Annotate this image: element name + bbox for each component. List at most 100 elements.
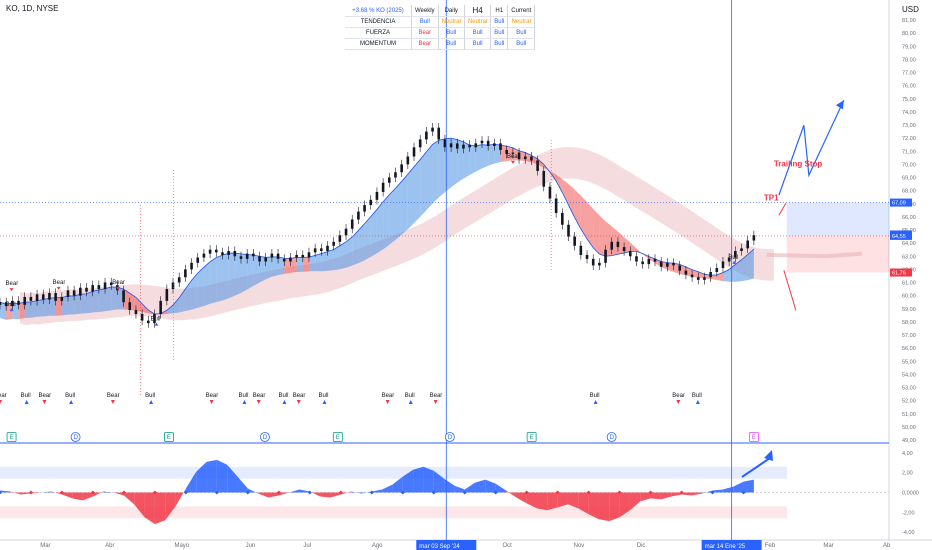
osc-area-segment	[103, 491, 114, 493]
trend-ribbon-segment	[203, 261, 211, 306]
trend-ribbon-segment	[376, 201, 384, 254]
trend-ribbon-segment	[475, 144, 482, 172]
trend-ribbon-segment	[308, 255, 316, 272]
candle-body	[320, 248, 323, 251]
trend-ribbon-segment	[105, 286, 112, 312]
trend-ribbon-segment	[735, 259, 742, 282]
trend-ribbon-segment	[67, 295, 75, 315]
signal-arrow	[116, 286, 121, 290]
candle-body	[41, 294, 45, 300]
trend-ribbon-segment	[562, 179, 569, 206]
trend-ribbon-segment	[389, 188, 396, 245]
candle-body	[690, 274, 694, 278]
target-zone-box	[786, 202, 889, 236]
candle-body	[252, 253, 255, 257]
osc-area-segment	[444, 478, 455, 493]
osc-area-segment	[402, 469, 414, 493]
candle-body	[523, 156, 527, 160]
bottom-signal-arrow	[69, 400, 74, 404]
trend-ribbon-segment	[741, 254, 748, 282]
osc-area-segment	[61, 492, 73, 499]
osc-area-segment	[237, 476, 248, 493]
cell-value: Neutral	[507, 16, 536, 28]
candle-body	[591, 258, 595, 266]
bottom-signal-label: Bull	[405, 393, 415, 399]
bottom-signal-arrow	[24, 400, 29, 404]
candle-body	[23, 296, 27, 305]
osc-area-segment	[196, 461, 207, 493]
candle-body	[536, 160, 539, 171]
candle-body	[530, 156, 533, 161]
bottom-signal-arrow	[42, 400, 47, 404]
trend-ribbon-segment	[537, 158, 544, 168]
cell-value: Neutral	[464, 16, 492, 28]
candle-body	[727, 257, 731, 262]
osc-diamond	[462, 490, 467, 495]
earnings-marker	[6, 432, 17, 442]
osc-area-segment	[733, 481, 744, 493]
osc-area-segment	[175, 488, 186, 507]
osc-area-segment	[423, 466, 434, 493]
osc-area-segment	[30, 492, 42, 494]
osc-area-segment	[144, 492, 155, 525]
osc-area-segment	[340, 491, 352, 495]
osc-diamond	[121, 490, 126, 495]
cell-value: Bull	[507, 27, 536, 39]
dividend-marker	[260, 432, 270, 442]
y-tick-label: 75,00	[902, 97, 916, 103]
candle-body	[709, 272, 712, 278]
bottom-signal-label: Bull	[238, 393, 248, 399]
candle-body	[264, 257, 268, 262]
cell-value: Bull	[490, 16, 509, 28]
osc-area-segment	[51, 491, 62, 495]
dividend-marker	[444, 432, 455, 442]
trend-ribbon-segment	[698, 271, 705, 279]
cell-value: Bull	[490, 27, 509, 39]
signal-label: Bear	[6, 281, 19, 287]
bottom-signal-label: Bull	[65, 393, 75, 399]
osc-area-segment	[567, 492, 579, 509]
candle-body	[375, 191, 379, 200]
osc-lower-band	[0, 506, 787, 519]
bottom-signal-arrow	[593, 400, 598, 404]
bottom-signal-arrow	[296, 400, 301, 404]
y-tick-label: 54,00	[902, 372, 916, 378]
trend-ribbon-segment	[729, 264, 736, 282]
row-label-momentum: MOMENTUM	[345, 38, 412, 50]
trend-ribbon-segment	[284, 258, 291, 274]
trend-ribbon-segment	[469, 145, 476, 176]
osc-area-segment	[506, 490, 517, 498]
osc-area-segment	[454, 485, 465, 493]
signal-label: Bear	[112, 280, 125, 286]
bull-projection-arrowhead	[835, 100, 844, 110]
trend-ribbon-segment	[98, 288, 106, 312]
osc-diamond	[59, 490, 64, 495]
trend-ribbon-segment	[716, 272, 723, 282]
trend-ribbon-segment	[611, 226, 618, 256]
osc-area-segment	[247, 488, 259, 494]
osc-area-segment	[371, 489, 383, 493]
bottom-signal-arrow	[110, 400, 115, 404]
trend-ribbon-segment	[580, 195, 588, 239]
column-daily: Daily	[438, 5, 465, 17]
trend-ribbon-segment	[685, 266, 693, 277]
trend-ribbon-segment	[142, 303, 149, 314]
trend-ribbon-segment	[123, 289, 130, 310]
trend-ribbon-segment	[673, 263, 680, 274]
y-tick-label: 79,00	[902, 44, 916, 50]
fast-ma-line	[0, 137, 755, 315]
trend-ribbon-segment	[259, 256, 266, 283]
trend-ribbon-segment	[55, 297, 62, 316]
candle-body	[153, 314, 156, 324]
osc-diamond	[524, 490, 529, 495]
bottom-signal-label: Bear	[0, 393, 7, 399]
candle-body	[4, 302, 8, 307]
bottom-signal-arrow	[149, 400, 154, 404]
y-tick-label: 57,00	[902, 333, 916, 339]
trend-ribbon-segment	[43, 298, 50, 317]
candle-body	[604, 249, 607, 263]
osc-area-segment	[0, 490, 11, 493]
trend-ribbon-segment	[111, 286, 118, 311]
row-label-tendencia: TENDENCIA	[345, 16, 412, 28]
